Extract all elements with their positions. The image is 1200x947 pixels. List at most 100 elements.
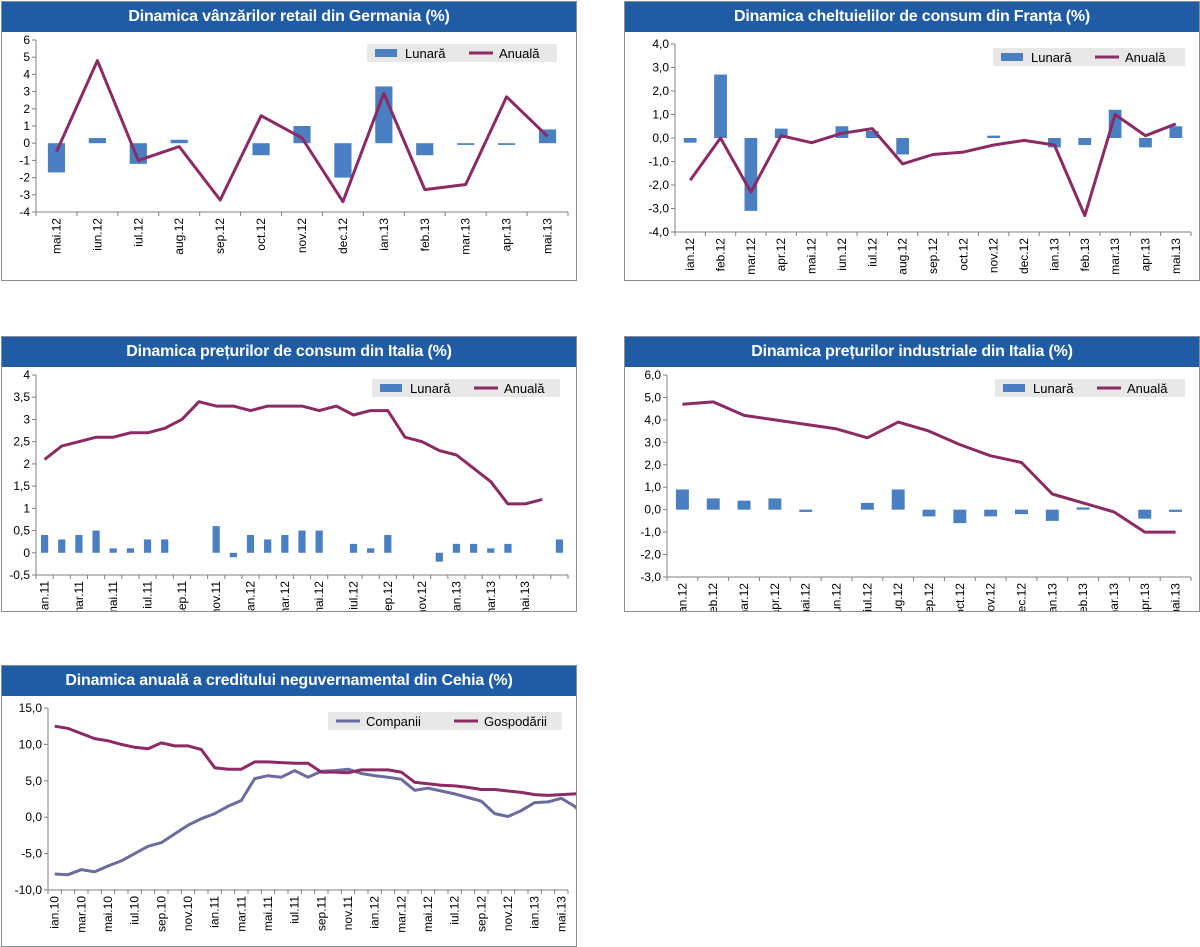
x-tick-label: mai.10	[101, 896, 115, 932]
chart-title-france: Dinamica cheltuielilor de consum din Fra…	[625, 2, 1199, 32]
legend-label: Anuală	[504, 381, 545, 396]
bar	[896, 138, 910, 155]
x-tick-label: mai.12	[799, 583, 813, 611]
y-tick-label: -4	[19, 205, 30, 219]
chart-title-italy-cpi: Dinamica prețurilor de consum din Italia…	[2, 337, 576, 367]
x-tick-label: feb.12	[706, 583, 720, 611]
y-tick-label: 2,5	[13, 435, 30, 449]
series-line-anuala	[682, 400, 1176, 534]
y-tick-label: 0,0	[25, 810, 42, 824]
bar	[860, 502, 874, 510]
bar	[170, 139, 188, 144]
x-tick-label: nov.12	[295, 218, 309, 253]
x-tick-label: mar.13	[1107, 583, 1121, 611]
x-tick-label: apr.12	[768, 583, 782, 611]
y-tick-label: 4,0	[652, 37, 669, 51]
bar	[768, 498, 782, 510]
x-tick-label: mai.12	[312, 581, 326, 611]
x-tick-label: sep.12	[381, 581, 395, 611]
x-tick-label: ian.13	[449, 581, 463, 611]
x-tick-label: mai.12	[421, 896, 435, 932]
chart-france: -4,0 -3,0 -2,0 -1,0 0,0 1,0 2,0 3,0 4,0 ian.12 feb…	[648, 37, 1192, 275]
y-tick-label: 1,0	[652, 108, 669, 122]
bar	[744, 138, 758, 211]
bar	[799, 509, 813, 512]
bar	[58, 539, 66, 553]
legend-swatch-bar	[1001, 53, 1023, 61]
x-tick-label: oct.12	[254, 218, 268, 251]
x-tick-label: oct.12	[956, 238, 970, 271]
y-tick-label: 1,0	[644, 480, 661, 494]
x-tick-label: iul.12	[448, 896, 462, 925]
x-tick-label: nov.11	[341, 896, 355, 931]
bar	[984, 509, 998, 517]
x-tick-label: mai.11	[261, 896, 275, 931]
bar	[264, 539, 272, 553]
chart-italy-ppi: -3,0 -2,0 -1,0 0,0 1,0 2,0 3,0 4,0 5,0 6,0 ian.12 f…	[640, 368, 1192, 611]
x-tick-label: aug.12	[172, 218, 186, 255]
x-tick-label: iul.12	[131, 218, 145, 247]
x-tick-label: ian.13	[1045, 583, 1059, 611]
x-tick-label: mai.12	[805, 238, 819, 274]
legend-box	[372, 379, 560, 397]
y-tick-label: -2	[19, 171, 30, 185]
bar	[334, 143, 352, 178]
y-tick-label: 3,0	[652, 61, 669, 75]
bar	[88, 138, 106, 144]
y-tick-label: -5,0	[21, 847, 42, 861]
x-tick-label: mai.13	[518, 581, 532, 611]
y-tick-label: -2,0	[648, 178, 669, 192]
x-tick-label: ian.13	[1047, 238, 1061, 271]
x-tick-label: oct.12	[953, 583, 967, 611]
x-tick-label: feb.12	[714, 238, 728, 272]
legend-label: Lunară	[405, 46, 446, 61]
x-tick-label: sep.11	[175, 581, 189, 611]
legend-box	[367, 44, 557, 62]
bar	[1169, 509, 1183, 512]
x-tick-label: ian.12	[368, 896, 382, 929]
bar	[281, 535, 289, 553]
bar	[293, 126, 311, 144]
x-tick-label: ian.12	[675, 583, 689, 611]
x-tick-label: ian.12	[683, 238, 697, 271]
x-tick-label: ian.10	[48, 896, 62, 929]
bar	[922, 509, 936, 517]
x-tick-label: iul.12	[865, 238, 879, 267]
x-tick-label: mar.11	[72, 581, 86, 611]
x-tick-label: ian.11	[38, 581, 52, 611]
bar	[229, 552, 237, 558]
x-tick-label: sep.12	[922, 583, 936, 611]
legend: Lunară Anuală	[993, 48, 1185, 66]
x-tick-label: mai.13	[1169, 238, 1183, 274]
bar	[367, 548, 375, 553]
y-tick-label: 1	[23, 501, 30, 515]
y-tick-label: 6,0	[644, 368, 661, 382]
x-tick-label: feb.13	[1078, 238, 1092, 272]
x-tick-label: dec.12	[1014, 583, 1028, 611]
bar	[457, 143, 475, 145]
chart-panel-germany: Dinamica vânzărilor retail din Germania …	[1, 1, 577, 281]
x-tick-label: sep.12	[213, 218, 227, 254]
bar	[706, 498, 720, 510]
bar	[315, 530, 323, 553]
y-tick-label: 4,0	[644, 413, 661, 427]
x-tick-label: nov.10	[181, 896, 195, 931]
x-tick-label: mar.12	[278, 581, 292, 611]
y-tick-label: -2,0	[640, 548, 661, 562]
bar	[498, 143, 516, 145]
x-tick-label: iun.12	[830, 583, 844, 611]
x-tick-label: aug.12	[891, 583, 905, 611]
chart-title-czech: Dinamica anuală a creditului neguvername…	[2, 666, 576, 696]
x-tick-label: iun.12	[90, 218, 104, 251]
bar	[1048, 138, 1061, 148]
x-tick-label: nov.12	[501, 896, 515, 931]
y-tick-label: 3	[23, 412, 30, 426]
x-tick-label: ian.11	[208, 896, 222, 928]
y-tick-label: 15,0	[19, 701, 43, 715]
series-line-anuala	[55, 59, 549, 204]
x-tick-label: iul.10	[128, 896, 142, 925]
x-tick-label: nov.12	[987, 238, 1001, 273]
x-tick-label: apr.13	[1138, 238, 1152, 272]
legend-box	[328, 712, 562, 730]
series-line-anuala	[688, 113, 1177, 218]
